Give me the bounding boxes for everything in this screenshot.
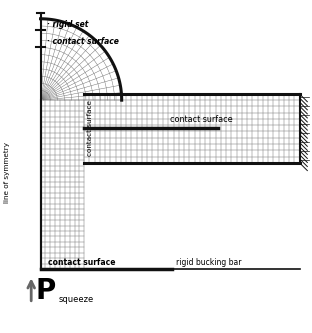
Text: contact surface: contact surface: [87, 100, 93, 156]
Text: · rigid set: · rigid set: [47, 20, 89, 29]
Text: contact surface: contact surface: [48, 258, 116, 267]
Text: squeeze: squeeze: [59, 295, 94, 304]
Text: P: P: [36, 277, 56, 305]
Text: rigid bucking bar: rigid bucking bar: [176, 258, 242, 267]
Text: · contact surface: · contact surface: [47, 37, 119, 46]
Text: contact surface: contact surface: [170, 115, 232, 124]
Text: line of symmetry: line of symmetry: [4, 142, 10, 203]
